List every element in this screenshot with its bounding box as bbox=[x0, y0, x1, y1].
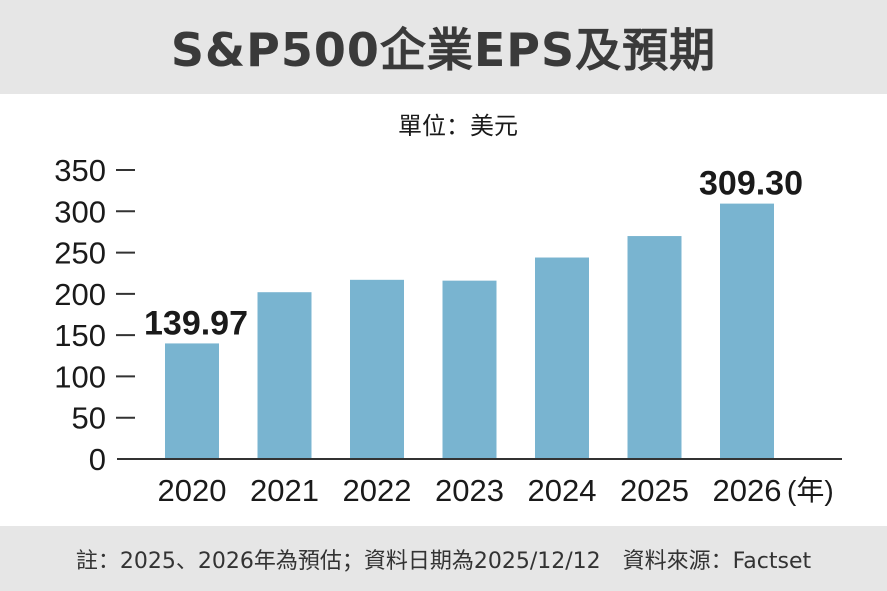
bar-2021 bbox=[257, 292, 312, 459]
y-tick-label: 100 bbox=[54, 359, 106, 394]
y-tick-label: 350 bbox=[54, 153, 106, 188]
y-tick-label: 150 bbox=[54, 318, 106, 353]
x-tick-label: 2021 bbox=[250, 473, 319, 508]
x-axis-unit-label: (年) bbox=[787, 475, 834, 506]
data-label-2020: 139.97 bbox=[144, 304, 248, 342]
bar-2024 bbox=[535, 257, 589, 459]
eps-bar-chart: 單位：美元 0 50 100 150 200 250 300 350 2020 2021 2022… bbox=[54, 113, 842, 508]
x-tick-label: 2025 bbox=[620, 473, 689, 508]
data-label-2026: 309.30 bbox=[699, 165, 803, 203]
bar-2025 bbox=[627, 236, 682, 459]
x-tick-label: 2026 bbox=[713, 473, 782, 508]
x-tick-label: 2024 bbox=[528, 473, 597, 508]
y-tick-label: 200 bbox=[54, 277, 106, 312]
bar-2022 bbox=[350, 279, 404, 459]
chart-title: S&P500企業EPS及預期 bbox=[170, 23, 717, 77]
unit-label: 單位：美元 bbox=[398, 113, 518, 140]
y-tick-label: 250 bbox=[54, 236, 106, 271]
y-tick-label: 0 bbox=[89, 442, 106, 477]
y-axis: 0 50 100 150 200 250 300 350 bbox=[54, 153, 135, 477]
chart-area: 單位：美元 0 50 100 150 200 250 300 350 2020 2021 2022… bbox=[0, 94, 887, 526]
bar-2026 bbox=[720, 203, 774, 459]
data-labels-group: 139.97 309.30 bbox=[144, 165, 803, 343]
x-axis: 2020 2021 2022 2023 2024 2025 2026 (年) bbox=[117, 458, 842, 508]
x-tick-label: 2023 bbox=[435, 473, 504, 508]
bar-2020 bbox=[165, 343, 219, 459]
title-bar: S&P500企業EPS及預期 bbox=[0, 0, 887, 94]
y-tick-label: 50 bbox=[72, 401, 106, 436]
x-tick-label: 2020 bbox=[158, 473, 227, 508]
footer-note: 註：2025、2026年為預估；資料日期為2025/12/12 資料來源：Fac… bbox=[75, 548, 812, 574]
bar-2023 bbox=[442, 280, 497, 459]
y-tick-label: 300 bbox=[54, 194, 106, 229]
footer-bar: 註：2025、2026年為預估；資料日期為2025/12/12 資料來源：Fac… bbox=[0, 526, 887, 591]
x-tick-label: 2022 bbox=[343, 473, 412, 508]
bars-group bbox=[165, 203, 774, 459]
